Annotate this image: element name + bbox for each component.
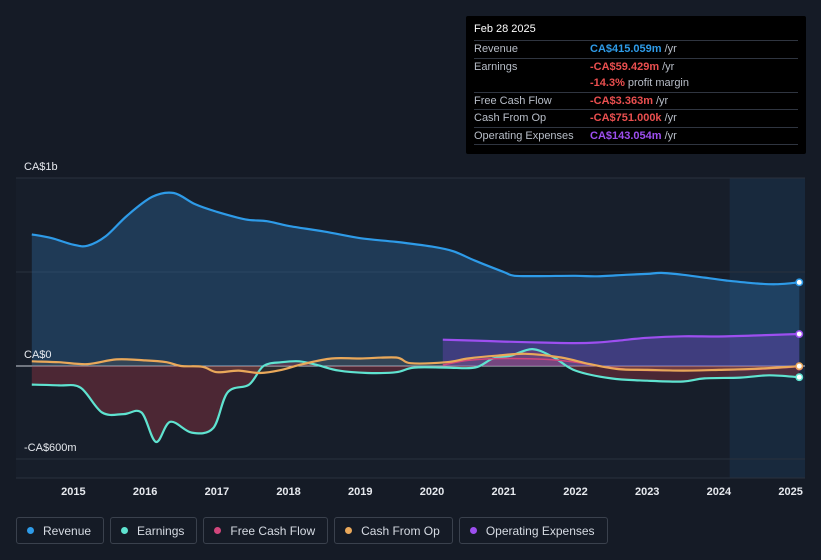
tooltip-row: Earnings -CA$59.429m/yr	[474, 57, 798, 76]
free-cash-flow-area	[442, 358, 800, 371]
legend-label: Revenue	[43, 523, 92, 538]
cash-from-op-line	[31, 352, 800, 375]
tooltip-row-unit: /yr	[664, 112, 677, 125]
tooltip-panel: Feb 28 2025 Revenue CA$415.059m/yr Earning…	[466, 16, 806, 154]
tooltip-row: Operating Expenses CA$143.054m/yr	[474, 126, 798, 145]
x-tick-label: 2020	[420, 486, 444, 498]
plot-background	[16, 178, 805, 478]
legend-item-operating-expenses[interactable]: Operating Expenses	[458, 517, 608, 544]
y-tick-label: -CA$600m	[24, 442, 77, 454]
tooltip-row: Revenue CA$415.059m/yr	[474, 40, 798, 58]
tooltip-row-value: -14.3%	[590, 77, 625, 90]
x-tick-label: 2018	[276, 486, 300, 498]
legend-item-earnings[interactable]: Earnings	[110, 517, 198, 544]
tooltip-date: Feb 28 2025	[474, 23, 536, 35]
legend-dot-icon	[27, 527, 34, 534]
tooltip-row-label: Operating Expenses	[474, 129, 574, 142]
operating-expenses-area	[442, 334, 800, 366]
legend-label: Cash From Op	[361, 523, 440, 538]
tooltip-row-unit: profit margin	[627, 77, 689, 90]
tooltip-row-unit: /yr	[655, 94, 669, 107]
tooltip-row-value: -CA$751.000k	[590, 112, 662, 125]
operating-expenses-end-marker	[795, 330, 804, 338]
legend-item-free-cash-flow[interactable]: Free Cash Flow	[203, 517, 329, 544]
cash-from-op-area	[31, 353, 800, 374]
tooltip-row-unit: /yr	[662, 60, 675, 73]
tooltip-row-label: Free Cash Flow	[474, 94, 552, 107]
x-tick-label: 2025	[778, 486, 802, 498]
y-tick-label: CA$0	[24, 349, 52, 361]
x-tick-label: 2017	[205, 486, 229, 498]
highlight-band	[729, 178, 805, 478]
revenue-line	[31, 191, 800, 286]
tooltip-row-label: Cash From Op	[474, 112, 547, 125]
tooltip-row-unit: /yr	[664, 129, 677, 142]
x-tick-label: 2019	[348, 486, 372, 498]
legend-dot-icon	[345, 527, 353, 534]
x-tick-label: 2024	[707, 486, 732, 498]
revenue-area	[31, 192, 800, 366]
legend-label: Free Cash Flow	[230, 523, 316, 538]
tooltip-row: -14.3% profit margin	[474, 75, 798, 92]
tooltip-row-value: -CA$3.363m	[590, 94, 653, 107]
legend-label: Operating Expenses	[485, 523, 595, 538]
legend-dot-icon	[214, 527, 222, 534]
tooltip-row-label: Earnings	[474, 60, 518, 73]
legend-item-revenue[interactable]: Revenue	[16, 517, 105, 544]
earnings-line	[31, 348, 800, 443]
y-tick-label: CA$1b	[24, 161, 58, 173]
tooltip-row-value: CA$415.059m	[590, 43, 662, 56]
earnings-end-marker	[795, 373, 804, 382]
x-tick-label: 2022	[563, 486, 587, 498]
tooltip-row-value: CA$143.054m	[590, 129, 662, 142]
x-tick-label: 2023	[635, 486, 659, 498]
cash-from-op-end-marker	[795, 362, 804, 371]
x-tick-label: 2021	[492, 486, 516, 498]
x-tick-label: 2016	[133, 486, 157, 498]
tooltip-row-label: Revenue	[474, 43, 519, 56]
legend-dot-icon	[121, 527, 129, 534]
legend-item-cash-from-op[interactable]: Cash From Op	[334, 517, 453, 544]
legend-label: Earnings	[137, 523, 185, 538]
tooltip-row: Cash From Op -CA$751.000k/yr	[474, 109, 798, 127]
revenue-end-marker	[795, 278, 804, 287]
tooltip-row-value: -CA$59.429m	[590, 60, 660, 73]
legend: Revenue Earnings Free Cash Flow Cash From O…	[16, 517, 608, 546]
x-tick-label: 2015	[61, 486, 85, 498]
legend-dot-icon	[469, 527, 477, 534]
operating-expenses-line	[442, 332, 800, 345]
tooltip-row: Free Cash Flow -CA$3.363m/yr	[474, 91, 798, 110]
tooltip-row-unit: /yr	[664, 43, 677, 56]
